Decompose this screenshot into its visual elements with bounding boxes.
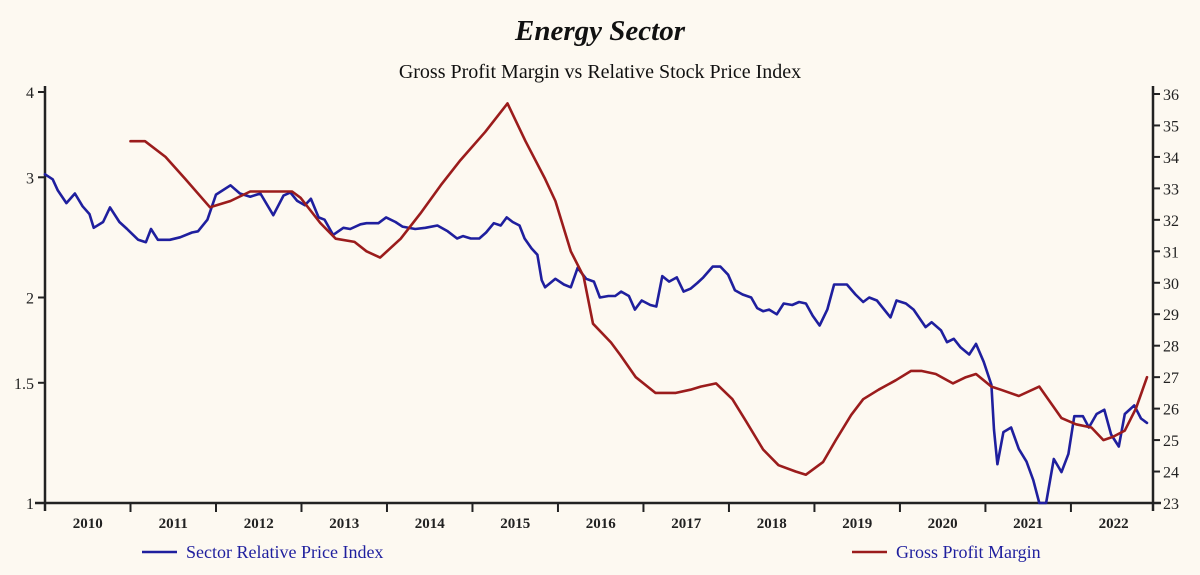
series-gross-margin (129, 102, 1149, 476)
x-axis-tick-label: 2015 (500, 516, 530, 532)
legend-item-price-index: Sector Relative Price Index (142, 542, 383, 562)
right-axis-tick-label: 33 (1163, 181, 1179, 198)
right-axis-tick-label: 29 (1163, 307, 1179, 324)
x-axis: 2010 2011 2012 2013 2014 2015 2016 2017 2018 2019… (35, 501, 1161, 532)
x-axis-tick-label: 2018 (757, 516, 787, 532)
price-index-line (43, 173, 1149, 505)
left-y-axis: 1 1.5 2 3 4 (14, 85, 47, 513)
series-layer (43, 102, 1149, 505)
right-axis-tick-label: 28 (1163, 339, 1179, 356)
left-axis-tick-label: 1 (26, 496, 34, 513)
legend-label-price-index: Sector Relative Price Index (186, 542, 383, 562)
x-axis-tick-label: 2017 (671, 516, 702, 532)
right-axis-tick-label: 34 (1163, 150, 1179, 167)
x-axis-tick-label: 2020 (928, 516, 958, 532)
x-axis-tick-label: 2010 (73, 516, 103, 532)
left-axis-tick-label: 4 (26, 85, 34, 102)
x-axis-tick-label: 2022 (1099, 516, 1129, 532)
x-axis-tick-label: 2014 (415, 516, 446, 532)
right-axis-tick-label: 25 (1163, 433, 1179, 450)
right-axis-tick-label: 26 (1163, 402, 1179, 419)
x-axis-tick-label: 2012 (244, 516, 274, 532)
legend-label-gross-margin: Gross Profit Margin (896, 542, 1041, 562)
x-axis-tick-label: 2019 (842, 516, 872, 532)
series-price-index (43, 173, 1149, 505)
x-axis-tick-label: 2013 (329, 516, 359, 532)
right-axis-tick-label: 24 (1163, 465, 1179, 482)
x-axis-tick-label: 2021 (1013, 516, 1043, 532)
left-axis-tick-label: 3 (26, 170, 34, 187)
right-axis-tick-label: 32 (1163, 213, 1179, 230)
right-axis-tick-label: 36 (1163, 87, 1179, 104)
chart-title: Energy Sector (514, 15, 686, 47)
left-axis-tick-label: 1.5 (14, 376, 34, 393)
right-axis-tick-label: 30 (1163, 276, 1179, 293)
gross-margin-line (129, 102, 1149, 476)
right-axis-tick-label: 27 (1163, 370, 1179, 387)
right-y-axis: 23 24 25 26 27 28 29 30 31 32 33 34 35 36 (1151, 86, 1179, 513)
x-axis-tick-label: 2011 (159, 516, 188, 532)
right-axis-tick-label: 35 (1163, 118, 1179, 135)
right-axis-tick-label: 31 (1163, 244, 1179, 261)
chart-subtitle: Gross Profit Margin vs Relative Stock Pr… (399, 61, 801, 83)
legend: Sector Relative Price Index Gross Profit… (142, 542, 1041, 562)
right-axis-tick-label: 23 (1163, 496, 1179, 513)
left-axis-tick-label: 2 (26, 291, 34, 308)
legend-item-gross-margin: Gross Profit Margin (852, 542, 1041, 562)
x-axis-tick-label: 2016 (586, 516, 617, 532)
